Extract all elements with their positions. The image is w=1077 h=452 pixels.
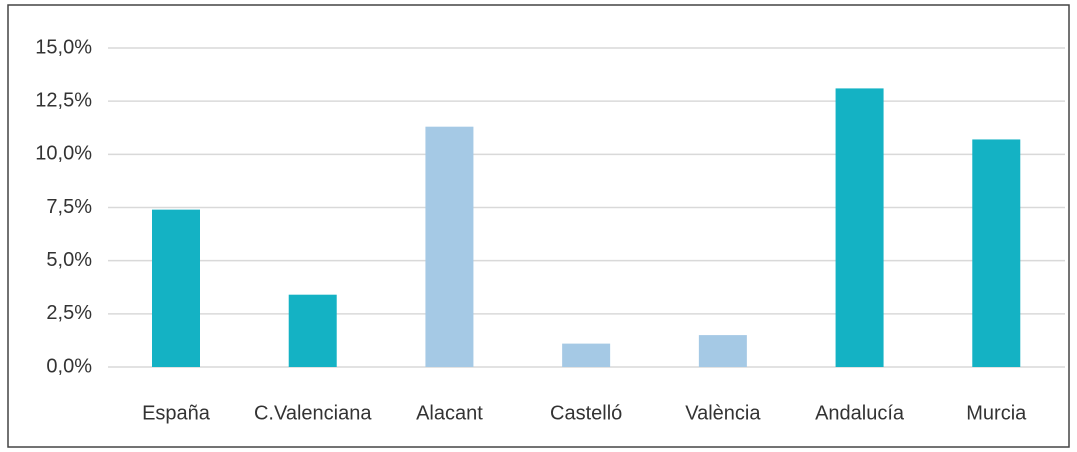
y-tick-label: 12,5% (35, 89, 92, 111)
x-tick-label: C.Valenciana (254, 402, 372, 424)
x-tick-label: España (142, 402, 211, 424)
y-tick-label: 2,5% (46, 302, 92, 324)
y-tick-label: 7,5% (46, 196, 92, 218)
bar (288, 294, 337, 367)
x-tick-label: València (685, 402, 761, 424)
x-tick-label: Andalucía (815, 402, 905, 424)
y-tick-label: 10,0% (35, 143, 92, 165)
x-tick-label: Murcia (966, 402, 1027, 424)
bar (835, 88, 884, 367)
y-tick-label: 0,0% (46, 355, 92, 377)
y-tick-label: 15,0% (35, 36, 92, 58)
bar (698, 335, 747, 367)
x-tick-label: Alacant (416, 402, 483, 424)
bar (972, 139, 1021, 367)
bar (425, 126, 474, 367)
bar (562, 343, 611, 367)
x-tick-label: Castelló (550, 402, 622, 424)
bar (152, 209, 200, 367)
y-tick-label: 5,0% (46, 249, 92, 271)
